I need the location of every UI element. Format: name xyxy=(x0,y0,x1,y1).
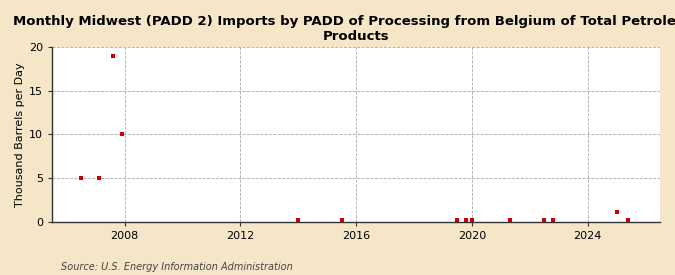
Y-axis label: Thousand Barrels per Day: Thousand Barrels per Day xyxy=(15,62,25,207)
Point xyxy=(461,218,472,222)
Point xyxy=(108,53,119,58)
Point xyxy=(466,218,477,222)
Point xyxy=(504,218,515,222)
Point xyxy=(336,218,347,222)
Text: Source: U.S. Energy Information Administration: Source: U.S. Energy Information Administ… xyxy=(61,262,292,272)
Point xyxy=(452,218,463,222)
Point xyxy=(623,218,634,222)
Title: Monthly Midwest (PADD 2) Imports by PADD of Processing from Belgium of Total Pet: Monthly Midwest (PADD 2) Imports by PADD… xyxy=(13,15,675,43)
Point xyxy=(611,210,622,214)
Point xyxy=(293,218,304,222)
Point xyxy=(547,218,558,222)
Point xyxy=(76,176,86,180)
Point xyxy=(539,218,549,222)
Point xyxy=(116,132,127,136)
Point xyxy=(93,176,104,180)
